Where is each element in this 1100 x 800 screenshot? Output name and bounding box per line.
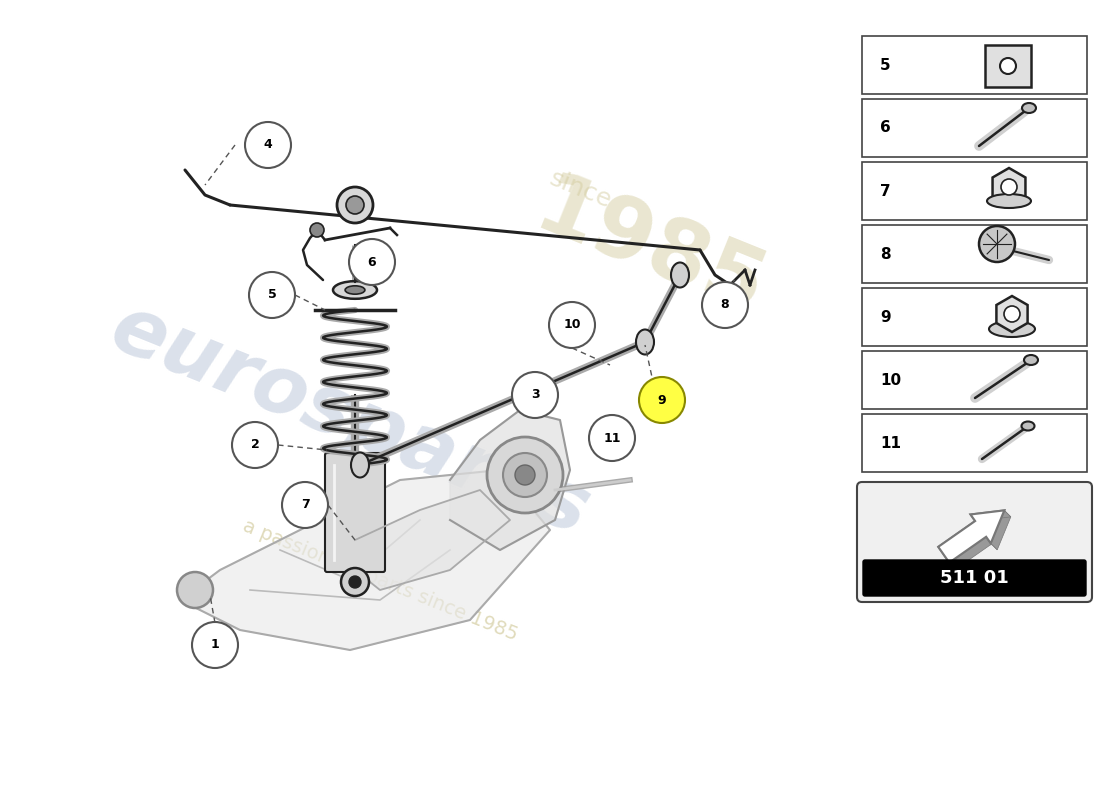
Text: 9: 9 <box>658 394 667 406</box>
Circle shape <box>282 482 328 528</box>
Polygon shape <box>986 537 998 550</box>
Text: 3: 3 <box>530 389 539 402</box>
Polygon shape <box>970 514 981 527</box>
Polygon shape <box>949 537 992 569</box>
Text: 2: 2 <box>251 438 260 451</box>
Ellipse shape <box>1024 355 1038 365</box>
FancyBboxPatch shape <box>862 162 1087 220</box>
Polygon shape <box>355 490 510 590</box>
Circle shape <box>192 622 238 668</box>
Text: 4: 4 <box>264 138 273 151</box>
Circle shape <box>503 453 547 497</box>
Text: 8: 8 <box>720 298 729 311</box>
Text: 10: 10 <box>563 318 581 331</box>
FancyBboxPatch shape <box>862 225 1087 283</box>
Ellipse shape <box>345 286 365 294</box>
Text: 11: 11 <box>880 435 901 450</box>
Text: 511 01: 511 01 <box>940 569 1009 587</box>
Circle shape <box>515 465 535 485</box>
FancyBboxPatch shape <box>984 45 1031 87</box>
FancyBboxPatch shape <box>857 482 1092 602</box>
FancyBboxPatch shape <box>324 453 385 572</box>
FancyBboxPatch shape <box>862 99 1087 157</box>
Circle shape <box>512 372 558 418</box>
Circle shape <box>349 576 361 588</box>
FancyBboxPatch shape <box>862 36 1087 94</box>
Circle shape <box>979 226 1015 262</box>
Circle shape <box>349 239 395 285</box>
Ellipse shape <box>987 194 1031 208</box>
Circle shape <box>310 223 324 237</box>
Circle shape <box>245 122 292 168</box>
Ellipse shape <box>351 453 369 478</box>
Polygon shape <box>970 510 1011 521</box>
Text: 5: 5 <box>880 58 891 73</box>
Circle shape <box>249 272 295 318</box>
Polygon shape <box>938 521 981 554</box>
Polygon shape <box>450 410 570 550</box>
Circle shape <box>1000 58 1016 74</box>
Circle shape <box>232 422 278 468</box>
Text: 7: 7 <box>880 183 891 198</box>
Text: since: since <box>546 166 615 214</box>
Text: 11: 11 <box>603 431 620 445</box>
Text: 6: 6 <box>880 121 891 135</box>
Ellipse shape <box>636 330 654 354</box>
Circle shape <box>549 302 595 348</box>
Circle shape <box>1001 179 1018 195</box>
Circle shape <box>1004 306 1020 322</box>
Polygon shape <box>991 510 1011 550</box>
Ellipse shape <box>671 262 689 287</box>
Text: a passion for parts since 1985: a passion for parts since 1985 <box>240 516 520 644</box>
Text: 9: 9 <box>880 310 891 325</box>
Ellipse shape <box>333 282 377 299</box>
FancyBboxPatch shape <box>862 414 1087 472</box>
Polygon shape <box>938 510 1004 562</box>
FancyBboxPatch shape <box>862 288 1087 346</box>
Text: eurospares: eurospares <box>99 289 601 551</box>
Circle shape <box>588 415 635 461</box>
Ellipse shape <box>1022 422 1034 430</box>
Text: 1985: 1985 <box>524 166 777 334</box>
Text: 5: 5 <box>267 289 276 302</box>
Ellipse shape <box>989 321 1035 337</box>
Circle shape <box>177 572 213 608</box>
Polygon shape <box>938 547 956 569</box>
Polygon shape <box>180 470 550 650</box>
Text: 1: 1 <box>210 638 219 651</box>
Text: 10: 10 <box>880 373 901 387</box>
Circle shape <box>337 187 373 223</box>
FancyBboxPatch shape <box>864 560 1086 596</box>
Circle shape <box>639 377 685 423</box>
Circle shape <box>702 282 748 328</box>
Circle shape <box>487 437 563 513</box>
Text: 8: 8 <box>880 246 891 262</box>
Ellipse shape <box>1022 103 1036 113</box>
Circle shape <box>341 568 368 596</box>
FancyBboxPatch shape <box>862 351 1087 409</box>
Text: 6: 6 <box>367 255 376 269</box>
Polygon shape <box>938 510 1004 562</box>
Text: 7: 7 <box>300 498 309 511</box>
Circle shape <box>346 196 364 214</box>
